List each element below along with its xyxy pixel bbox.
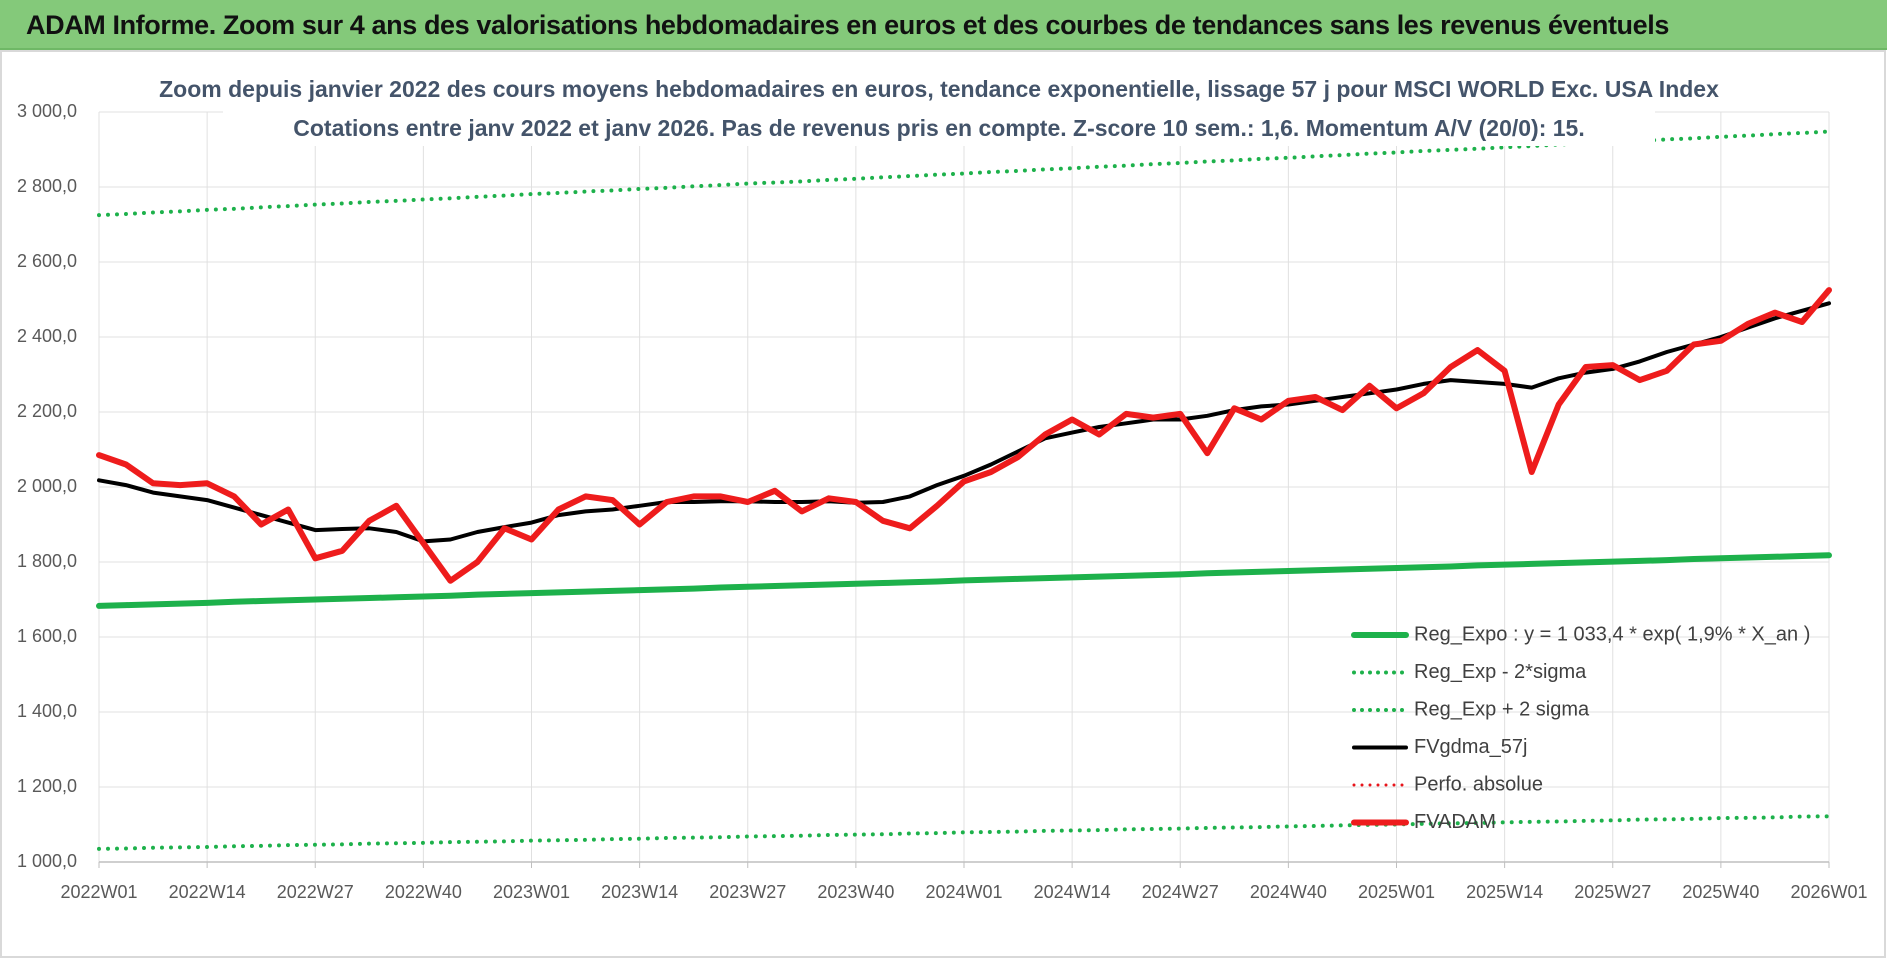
header-title: ADAM Informe. Zoom sur 4 ans des valoris… [26,10,1669,40]
y-tick-label: 3 000,0 [17,101,77,121]
x-tick-label: 2022W14 [169,882,246,902]
legend-label: FVgdma_57j [1414,736,1527,758]
legend-label: Reg_Exp + 2 sigma [1414,698,1590,720]
chart: 1 000,0 1 200,0 1 400,0 1 600,0 1 800,0 2 000… [0,50,1886,958]
x-tick-label: 2026W01 [1790,882,1867,902]
y-tick-label: 1 200,0 [17,776,77,796]
y-tick-label: 2 800,0 [17,176,77,196]
grid: 1 000,0 1 200,0 1 400,0 1 600,0 1 800,0 2 000… [17,101,1868,902]
series-line [97,129,1831,218]
series-line [97,301,1831,544]
series-line [96,287,1832,584]
x-tick-label: 2023W27 [709,882,786,902]
x-tick-label: 2023W01 [493,882,570,902]
y-tick-label: 2 400,0 [17,326,77,346]
x-tick-label: 2024W01 [925,882,1002,902]
title-box [223,72,1655,146]
y-tick-label: 1 400,0 [17,701,77,721]
legend: Reg_Expo : y = 1 033,4 * exp( 1,9% * X_a… [1351,623,1810,833]
x-tick-label: 2024W27 [1142,882,1219,902]
x-tick-label: 2024W40 [1250,882,1327,902]
legend-label: Reg_Exp - 2*sigma [1414,661,1587,683]
legend-label: Reg_Expo : y = 1 033,4 * exp( 1,9% * X_a… [1414,623,1810,645]
x-tick-label: 2024W14 [1034,882,1111,902]
legend-label: FVADAM [1414,811,1496,833]
x-tick-label: 2022W40 [385,882,462,902]
chart-title: Zoom depuis janvier 2022 des cours moyen… [159,76,1719,102]
y-tick-label: 2 600,0 [17,251,77,271]
x-tick-label: 2023W14 [601,882,678,902]
lines [96,129,1832,851]
header-bar: ADAM Informe. Zoom sur 4 ans des valoris… [0,0,1887,50]
y-tick-label: 1 600,0 [17,626,77,646]
x-tick-label: 2025W40 [1682,882,1759,902]
y-tick-label: 1 800,0 [17,551,77,571]
y-tick-label: 2 000,0 [17,476,77,496]
x-tick-label: 2022W27 [277,882,354,902]
x-tick-label: 2023W40 [817,882,894,902]
y-tick-label: 2 200,0 [17,401,77,421]
x-tick-label: 2025W01 [1358,882,1435,902]
legend-label: Perfo. absolue [1414,773,1543,795]
x-tick-label: 2022W01 [60,882,137,902]
series-line [97,814,1831,851]
x-tick-label: 2025W27 [1574,882,1651,902]
chart-subtitle: Cotations entre janv 2022 et janv 2026. … [293,115,1584,141]
y-tick-label: 1 000,0 [17,851,77,871]
x-tick-label: 2025W14 [1466,882,1543,902]
series-line [96,552,1832,609]
